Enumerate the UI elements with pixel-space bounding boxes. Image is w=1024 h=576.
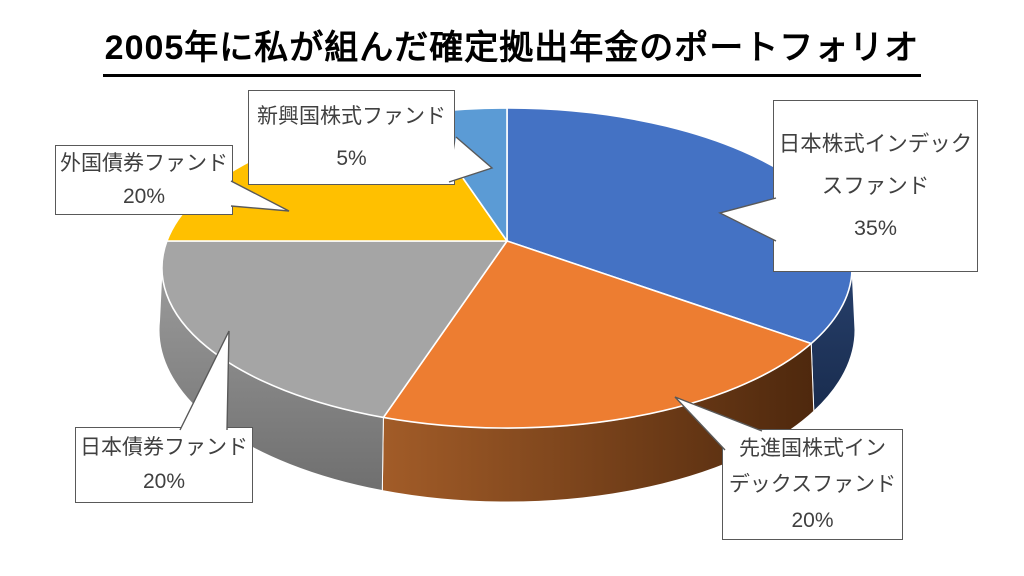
label-callout-japan-equity: 日本株式インデック スファンド 35%	[773, 100, 978, 272]
pie-slice-1	[382, 240, 812, 429]
callout-label-text: 新興国株式ファンド	[257, 104, 446, 128]
label-callout-developed-equity: 先進国株式イン デックスファンド 20%	[722, 429, 903, 540]
callout-label-text: 日本債券ファンド	[80, 436, 248, 459]
label-callout-japan-bond: 日本債券ファンド 20%	[75, 427, 253, 503]
chart-title-text: 2005年に私が組んだ確定拠出年金のポートフォリオ	[102, 20, 922, 77]
callout-percent-text: 5%	[336, 146, 367, 170]
chart-title: 2005年に私が組んだ確定拠出年金のポートフォリオ	[0, 20, 1024, 77]
label-callout-foreign-bond: 外国債券ファンド 20%	[55, 145, 233, 215]
callout-label-text: 外国債券ファンド	[60, 152, 228, 175]
label-callout-emerging-equity: 新興国株式ファンド 5%	[248, 90, 455, 185]
callout-percent-text: 20%	[122, 185, 166, 208]
callout-label-text: デックスファンド	[728, 472, 897, 496]
callout-percent-text: 20%	[142, 470, 186, 493]
callout-label-text: スファンド	[821, 174, 930, 198]
callout-label-text: 日本株式インデック	[778, 132, 973, 156]
callout-percent-text: 20%	[791, 508, 834, 532]
callout-label-text: 先進国株式イン	[739, 436, 886, 460]
callout-percent-text: 35%	[853, 216, 898, 240]
